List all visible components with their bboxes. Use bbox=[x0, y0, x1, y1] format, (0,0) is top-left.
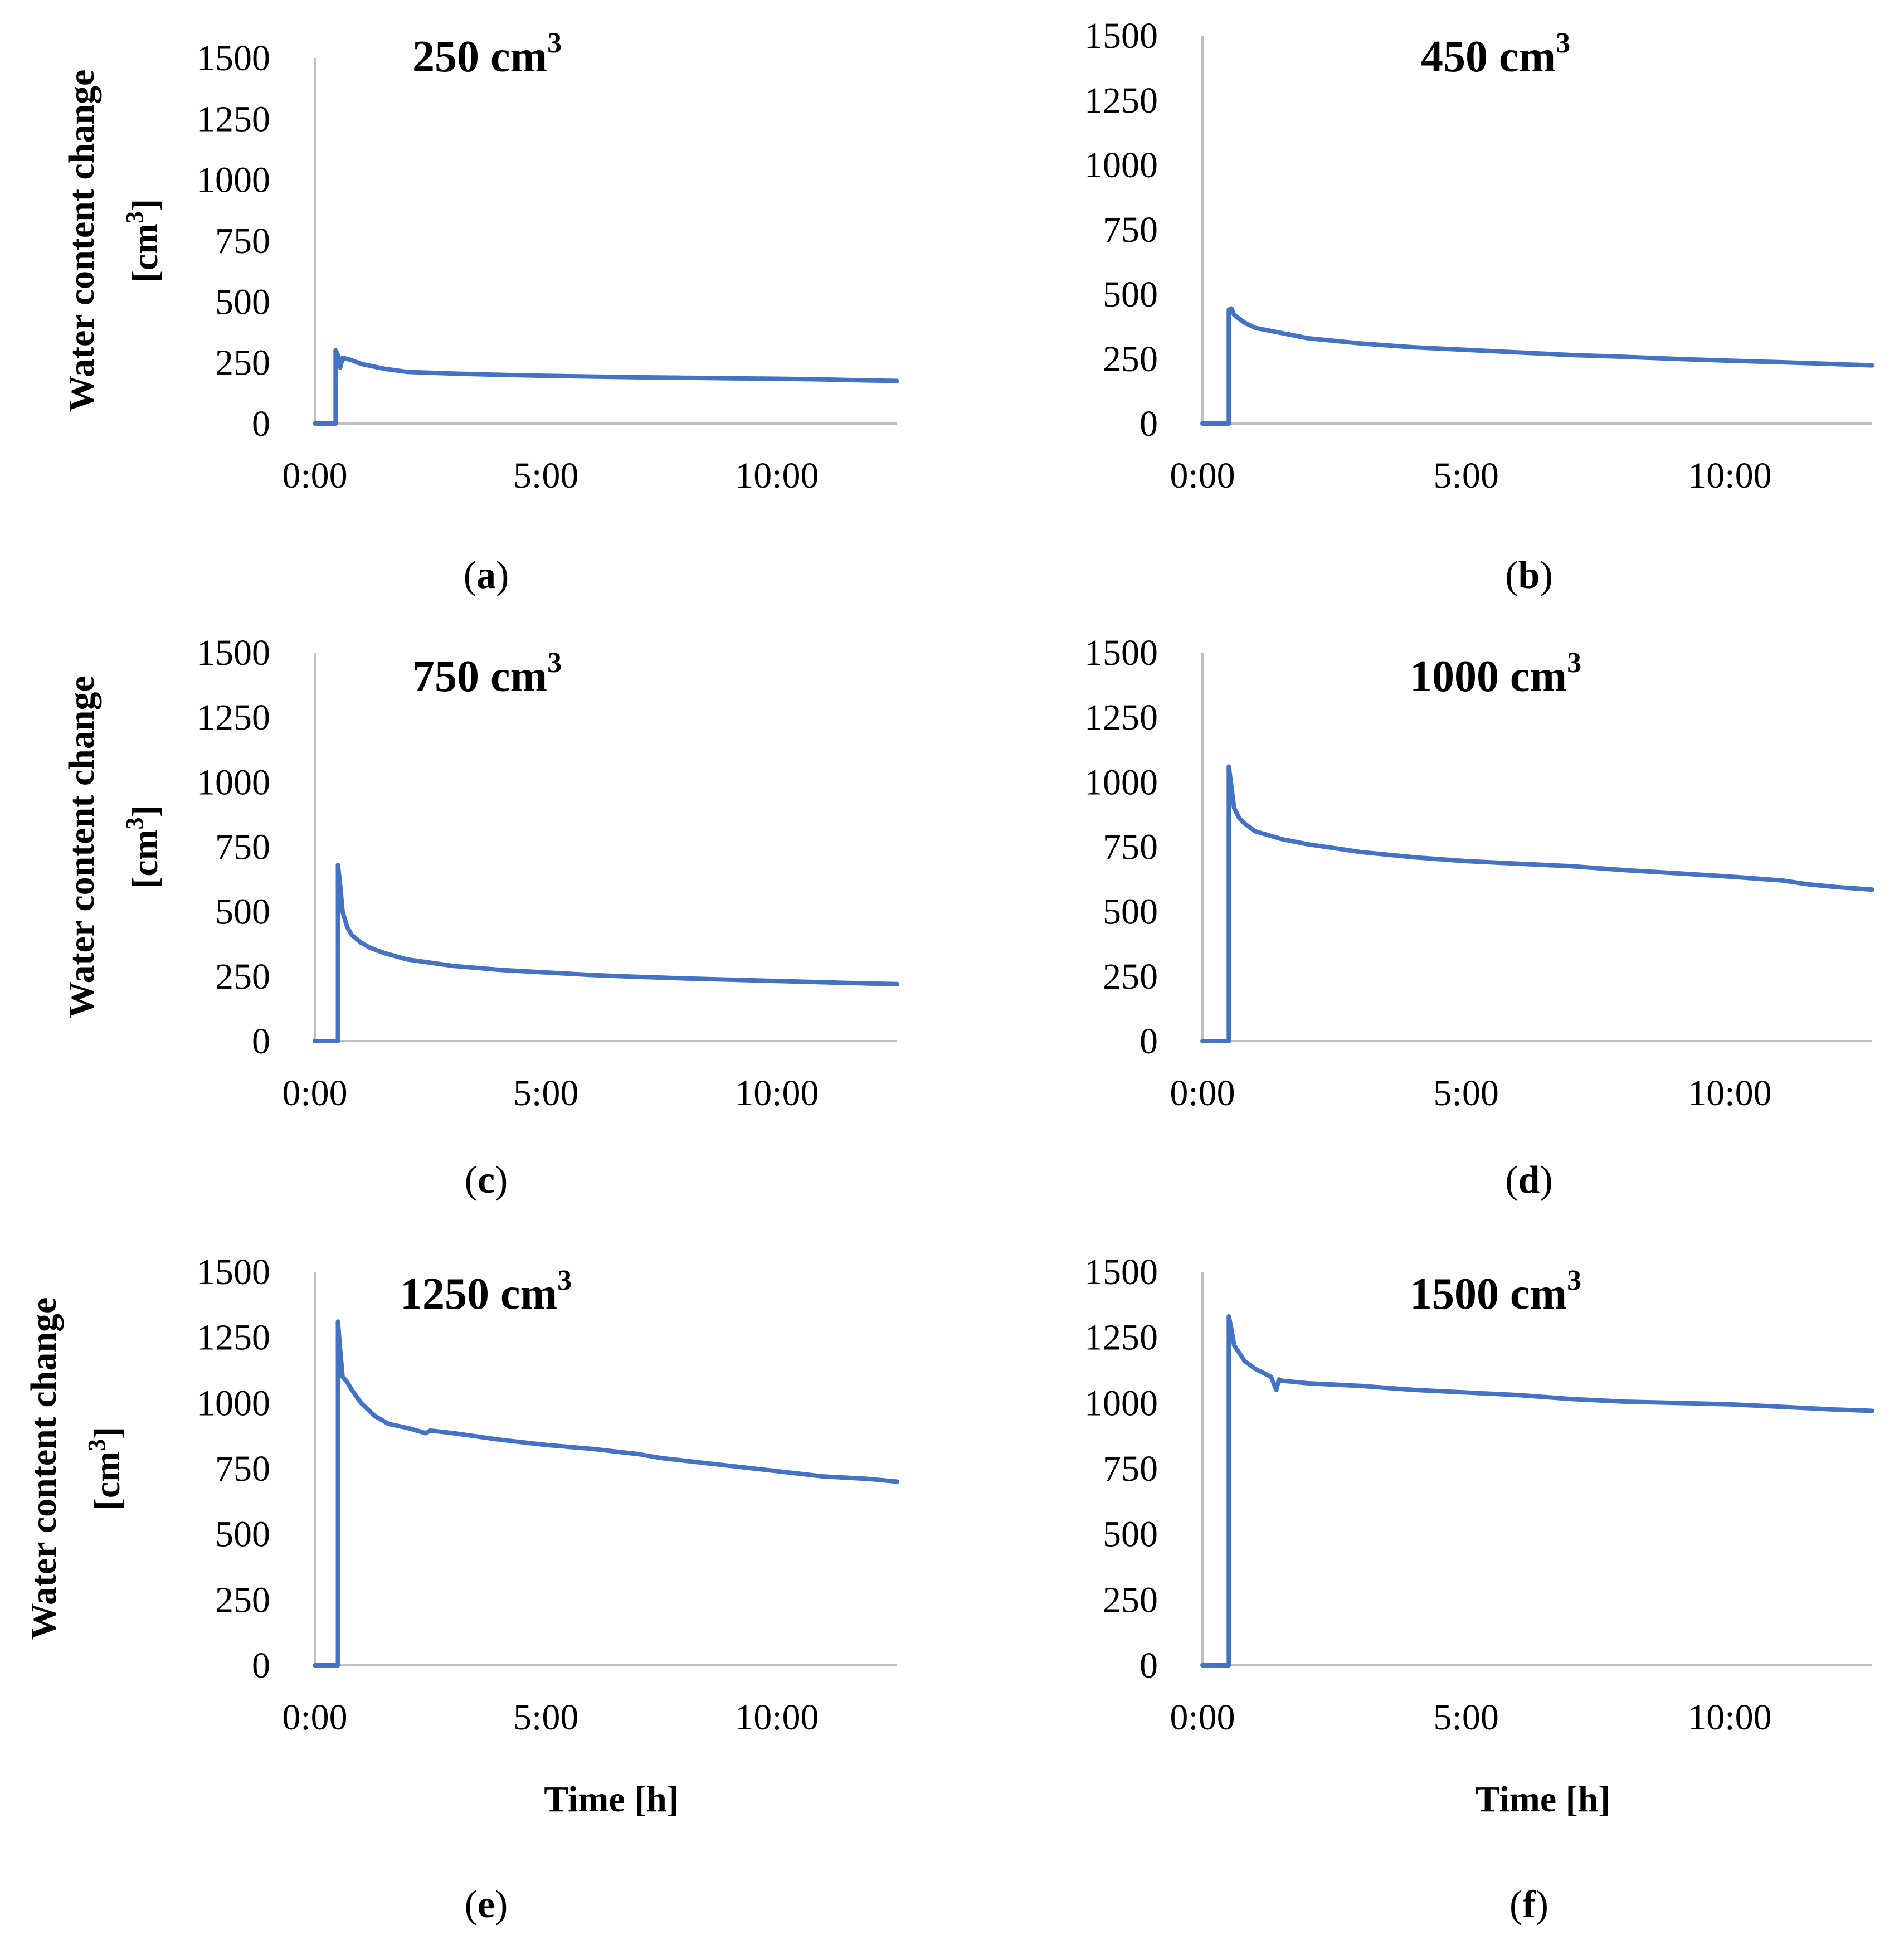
chart-panel-c: 0 250 500 750 1000 1250 1500 0:00 5:00 10:00 750 c… bbox=[61, 633, 899, 1202]
y-tick-label: 1000 bbox=[1084, 1383, 1158, 1423]
y-tick-label: 1250 bbox=[197, 99, 270, 139]
y-tick-label: 250 bbox=[1103, 956, 1158, 997]
y-tick-label: 1250 bbox=[197, 697, 270, 738]
y-tick-label: 250 bbox=[1103, 339, 1158, 380]
x-axis-label: Time [h] bbox=[544, 1779, 679, 1820]
y-tick-label: 750 bbox=[1103, 827, 1158, 868]
y-tick-label: 1500 bbox=[1084, 633, 1158, 673]
chart-title: 1000 cm3 bbox=[1410, 647, 1581, 701]
chart-title: 750 cm3 bbox=[412, 647, 562, 701]
panel-caption: (c) bbox=[465, 1159, 508, 1202]
chart-panel-f: 0 250 500 750 1000 1250 1500 0:00 5:00 10:00 1500 … bbox=[1084, 1252, 1874, 1926]
y-tick-label: 1500 bbox=[1084, 1252, 1158, 1292]
y-tick-label: 0 bbox=[252, 1021, 270, 1062]
y-tick-label: 0 bbox=[252, 404, 270, 444]
y-tick-label: 1500 bbox=[1084, 16, 1158, 56]
y-tick-label: 1250 bbox=[1084, 697, 1158, 738]
y-tick-label: 1000 bbox=[1084, 762, 1158, 803]
x-tick-label: 5:00 bbox=[1434, 1697, 1499, 1738]
y-axis-unit: [cm3] bbox=[121, 199, 165, 283]
y-tick-label: 500 bbox=[1103, 274, 1158, 315]
series-line-f bbox=[1200, 1314, 1874, 1668]
x-tick-label: 10:00 bbox=[735, 1697, 819, 1738]
series-line-c bbox=[313, 863, 899, 1043]
y-axis-unit: [cm3] bbox=[121, 805, 165, 888]
y-tick-label: 500 bbox=[1103, 892, 1158, 932]
y-axis-unit: [cm3] bbox=[83, 1427, 128, 1510]
x-tick-label: 10:00 bbox=[1688, 1697, 1771, 1738]
y-tick-label: 750 bbox=[215, 1448, 270, 1489]
x-tick-label: 5:00 bbox=[1434, 455, 1499, 496]
x-tick-label: 10:00 bbox=[735, 1073, 819, 1114]
y-tick-label: 1000 bbox=[197, 160, 270, 201]
x-tick-label: 0:00 bbox=[282, 1073, 347, 1114]
y-tick-label: 750 bbox=[1103, 1448, 1158, 1489]
y-tick-label: 250 bbox=[1103, 1579, 1158, 1620]
chart-panel-d: 0 250 500 750 1000 1250 1500 0:00 5:00 10:00 1000 … bbox=[1084, 633, 1874, 1202]
y-tick-label: 500 bbox=[1103, 1514, 1158, 1555]
y-tick-label: 1250 bbox=[197, 1318, 270, 1358]
x-tick-label: 0:00 bbox=[282, 1697, 347, 1738]
panel-caption: (d) bbox=[1505, 1159, 1553, 1202]
y-tick-label: 250 bbox=[215, 956, 270, 997]
y-tick-label: 1000 bbox=[197, 762, 270, 803]
y-tick-label: 1000 bbox=[197, 1383, 270, 1423]
y-tick-label: 1500 bbox=[197, 1252, 270, 1292]
x-tick-label: 0:00 bbox=[1170, 1073, 1235, 1114]
x-tick-label: 10:00 bbox=[1688, 1073, 1771, 1114]
series-line-e bbox=[313, 1319, 899, 1668]
x-tick-label: 0:00 bbox=[282, 455, 347, 496]
x-tick-label: 5:00 bbox=[513, 1697, 578, 1738]
x-tick-label: 5:00 bbox=[513, 1073, 578, 1114]
y-tick-label: 1500 bbox=[197, 633, 270, 673]
panel-caption: (b) bbox=[1505, 554, 1553, 597]
y-axis-label: Water content change bbox=[61, 70, 102, 412]
y-tick-label: 250 bbox=[215, 1579, 270, 1620]
y-tick-label: 500 bbox=[215, 281, 270, 322]
chart-panel-a: 0 250 500 750 1000 1250 1500 0:00 5:00 10:00 250 c… bbox=[61, 27, 899, 597]
y-tick-label: 1500 bbox=[197, 38, 270, 79]
y-tick-label: 750 bbox=[215, 827, 270, 868]
y-tick-label: 250 bbox=[215, 343, 270, 383]
series-line-d bbox=[1200, 764, 1874, 1043]
y-tick-label: 0 bbox=[252, 1645, 270, 1686]
panel-caption: (f) bbox=[1509, 1883, 1548, 1926]
panel-caption: (e) bbox=[465, 1883, 508, 1926]
x-tick-label: 10:00 bbox=[1688, 455, 1771, 496]
x-tick-label: 5:00 bbox=[1434, 1073, 1499, 1114]
x-tick-label: 5:00 bbox=[513, 455, 578, 496]
y-tick-label: 1250 bbox=[1084, 1318, 1158, 1358]
y-tick-label: 500 bbox=[215, 1514, 270, 1555]
y-tick-label: 1250 bbox=[1084, 80, 1158, 121]
series-line-b bbox=[1200, 306, 1874, 426]
y-tick-label: 750 bbox=[1103, 210, 1158, 250]
chart-panel-e: 0 250 500 750 1000 1250 1500 0:00 5:00 10:00 1250 … bbox=[23, 1252, 899, 1926]
x-axis-label: Time [h] bbox=[1476, 1779, 1611, 1820]
x-tick-label: 0:00 bbox=[1170, 455, 1235, 496]
y-axis-label: Water content change bbox=[61, 675, 102, 1018]
y-tick-label: 0 bbox=[1140, 404, 1158, 444]
chart-panel-b: 0 250 500 750 1000 1250 1500 0:00 5:00 10:00 450 c… bbox=[1084, 16, 1874, 597]
x-tick-label: 0:00 bbox=[1170, 1697, 1235, 1738]
y-tick-label: 750 bbox=[215, 221, 270, 261]
y-tick-label: 0 bbox=[1140, 1021, 1158, 1062]
y-axis-label: Water content change bbox=[23, 1297, 64, 1640]
chart-title: 450 cm3 bbox=[1421, 27, 1570, 81]
chart-title: 250 cm3 bbox=[412, 27, 562, 81]
series-line-a bbox=[313, 348, 899, 426]
chart-title: 1500 cm3 bbox=[1410, 1265, 1581, 1319]
chart-title: 1250 cm3 bbox=[400, 1265, 572, 1319]
y-tick-label: 1000 bbox=[1084, 145, 1158, 186]
x-tick-label: 10:00 bbox=[735, 455, 819, 496]
y-tick-label: 500 bbox=[215, 892, 270, 932]
panel-caption: (a) bbox=[464, 554, 509, 597]
y-tick-label: 0 bbox=[1140, 1645, 1158, 1686]
